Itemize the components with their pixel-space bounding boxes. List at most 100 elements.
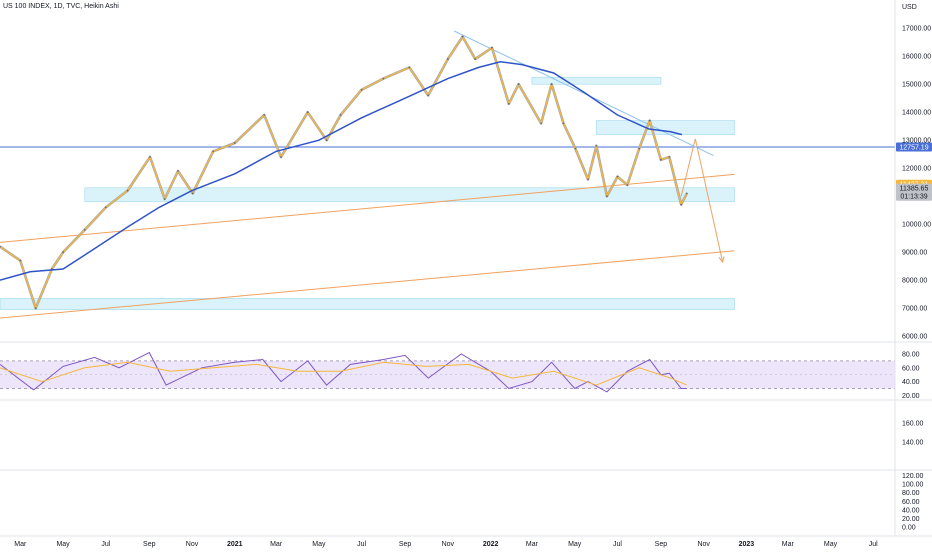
- price-point: [233, 142, 236, 144]
- price-tick: 14000.00: [902, 110, 931, 117]
- price-point: [280, 156, 282, 158]
- price-point: [325, 139, 328, 142]
- price-tick: 7000.00: [902, 306, 927, 313]
- price-point: [474, 58, 477, 60]
- price-badge-label: 01:13:39: [900, 194, 927, 201]
- price-point: [461, 35, 464, 38]
- price-point: [660, 158, 662, 161]
- pane4-tick: 100.00: [902, 482, 924, 489]
- time-tick: Nov: [697, 541, 710, 548]
- time-tick: Sep: [143, 541, 156, 548]
- pane4-tick: 20.00: [902, 516, 920, 523]
- price-badge: [896, 183, 932, 193]
- price-point: [447, 58, 449, 60]
- price-point: [616, 175, 619, 178]
- time-tick: May: [312, 541, 326, 548]
- pane3-tick: 160.00: [902, 421, 924, 428]
- projection-line: [680, 138, 724, 263]
- price-point: [550, 83, 553, 86]
- price-point: [360, 88, 363, 91]
- time-tick: Nov: [442, 541, 455, 548]
- price-point: [517, 83, 520, 86]
- price-tick: 6000.00: [902, 334, 927, 341]
- price-point: [540, 122, 542, 125]
- time-tick: Mar: [14, 541, 27, 548]
- lower-channel-line: [0, 250, 735, 319]
- price-point: [19, 259, 22, 262]
- time-tick: Sep: [399, 541, 412, 548]
- rsi-tick: 40.00: [902, 379, 920, 386]
- price-point: [685, 192, 688, 195]
- chart-title: US 100 INDEX, 1D, TVC, Heikin Ashi: [3, 3, 119, 10]
- price-point: [587, 178, 589, 181]
- price-tick: 15000.00: [902, 82, 931, 89]
- pane4-tick: 80.00: [902, 490, 920, 497]
- time-tick: Jul: [613, 541, 622, 548]
- currency-label: USD: [902, 4, 917, 11]
- zone-1: [596, 120, 735, 135]
- time-tick: Mar: [526, 541, 539, 548]
- time-tick: Mar: [782, 541, 795, 548]
- zone-0: [531, 76, 662, 85]
- price-badge: [896, 142, 932, 152]
- time-tick: 2021: [227, 541, 243, 548]
- time-tick: Jul: [357, 541, 366, 548]
- price-point: [83, 228, 86, 231]
- zone-2: [84, 187, 735, 203]
- price-point: [491, 46, 493, 49]
- upper-channel-line: [0, 173, 735, 243]
- price-tick: 8000.00: [902, 278, 927, 285]
- time-tick: Mar: [270, 541, 283, 548]
- drawings-layer: [0, 30, 895, 319]
- rsi-tick: 80.00: [902, 352, 920, 359]
- price-point: [62, 251, 64, 254]
- time-tick: May: [56, 541, 70, 548]
- price-point: [574, 147, 577, 150]
- price-point: [212, 150, 215, 153]
- price-tick: 16000.00: [902, 54, 931, 61]
- price-point: [149, 156, 151, 158]
- zones-layer: [0, 76, 735, 310]
- price-tick: 13000.00: [902, 138, 931, 145]
- rsi-line: [0, 351, 687, 393]
- moving-average-line: [0, 61, 683, 281]
- price-badge-label: 11385.65: [900, 186, 929, 193]
- price-point: [606, 195, 608, 198]
- price-point: [595, 144, 598, 147]
- price-point: [626, 184, 629, 186]
- time-tick: Nov: [186, 541, 199, 548]
- series-layer: [0, 35, 688, 310]
- price-point: [163, 198, 166, 200]
- price-point: [562, 122, 565, 125]
- price-tick: 17000.00: [902, 26, 931, 33]
- time-tick: May: [568, 541, 582, 548]
- pane4-tick: 40.00: [902, 507, 920, 514]
- time-tick: Jul: [101, 541, 110, 548]
- rsi-tick: 60.00: [902, 365, 920, 372]
- rsi-tick: 20.00: [902, 393, 920, 400]
- price-point: [104, 206, 107, 209]
- price-point: [408, 66, 411, 69]
- price-badge-label: 12757.19: [899, 144, 928, 151]
- price-point: [339, 114, 342, 116]
- pane4-tick: 120.00: [902, 473, 924, 480]
- downtrend-line: [453, 30, 714, 157]
- time-tick: Sep: [655, 541, 668, 548]
- price-point: [126, 189, 129, 192]
- pane4-tick: 60.00: [902, 499, 920, 506]
- rsi-pane: [0, 351, 895, 393]
- price-point: [191, 192, 194, 195]
- pane4-tick: 0.00: [902, 525, 916, 532]
- price-tick: 12000.00: [902, 166, 931, 173]
- price-point: [382, 77, 385, 80]
- zone-3: [0, 298, 735, 310]
- price-point: [507, 102, 510, 105]
- price-point: [306, 111, 309, 114]
- price-point: [34, 307, 37, 310]
- price-point: [638, 147, 641, 150]
- price-badge: [896, 191, 932, 201]
- price-point: [668, 156, 671, 158]
- price-point: [0, 245, 1, 248]
